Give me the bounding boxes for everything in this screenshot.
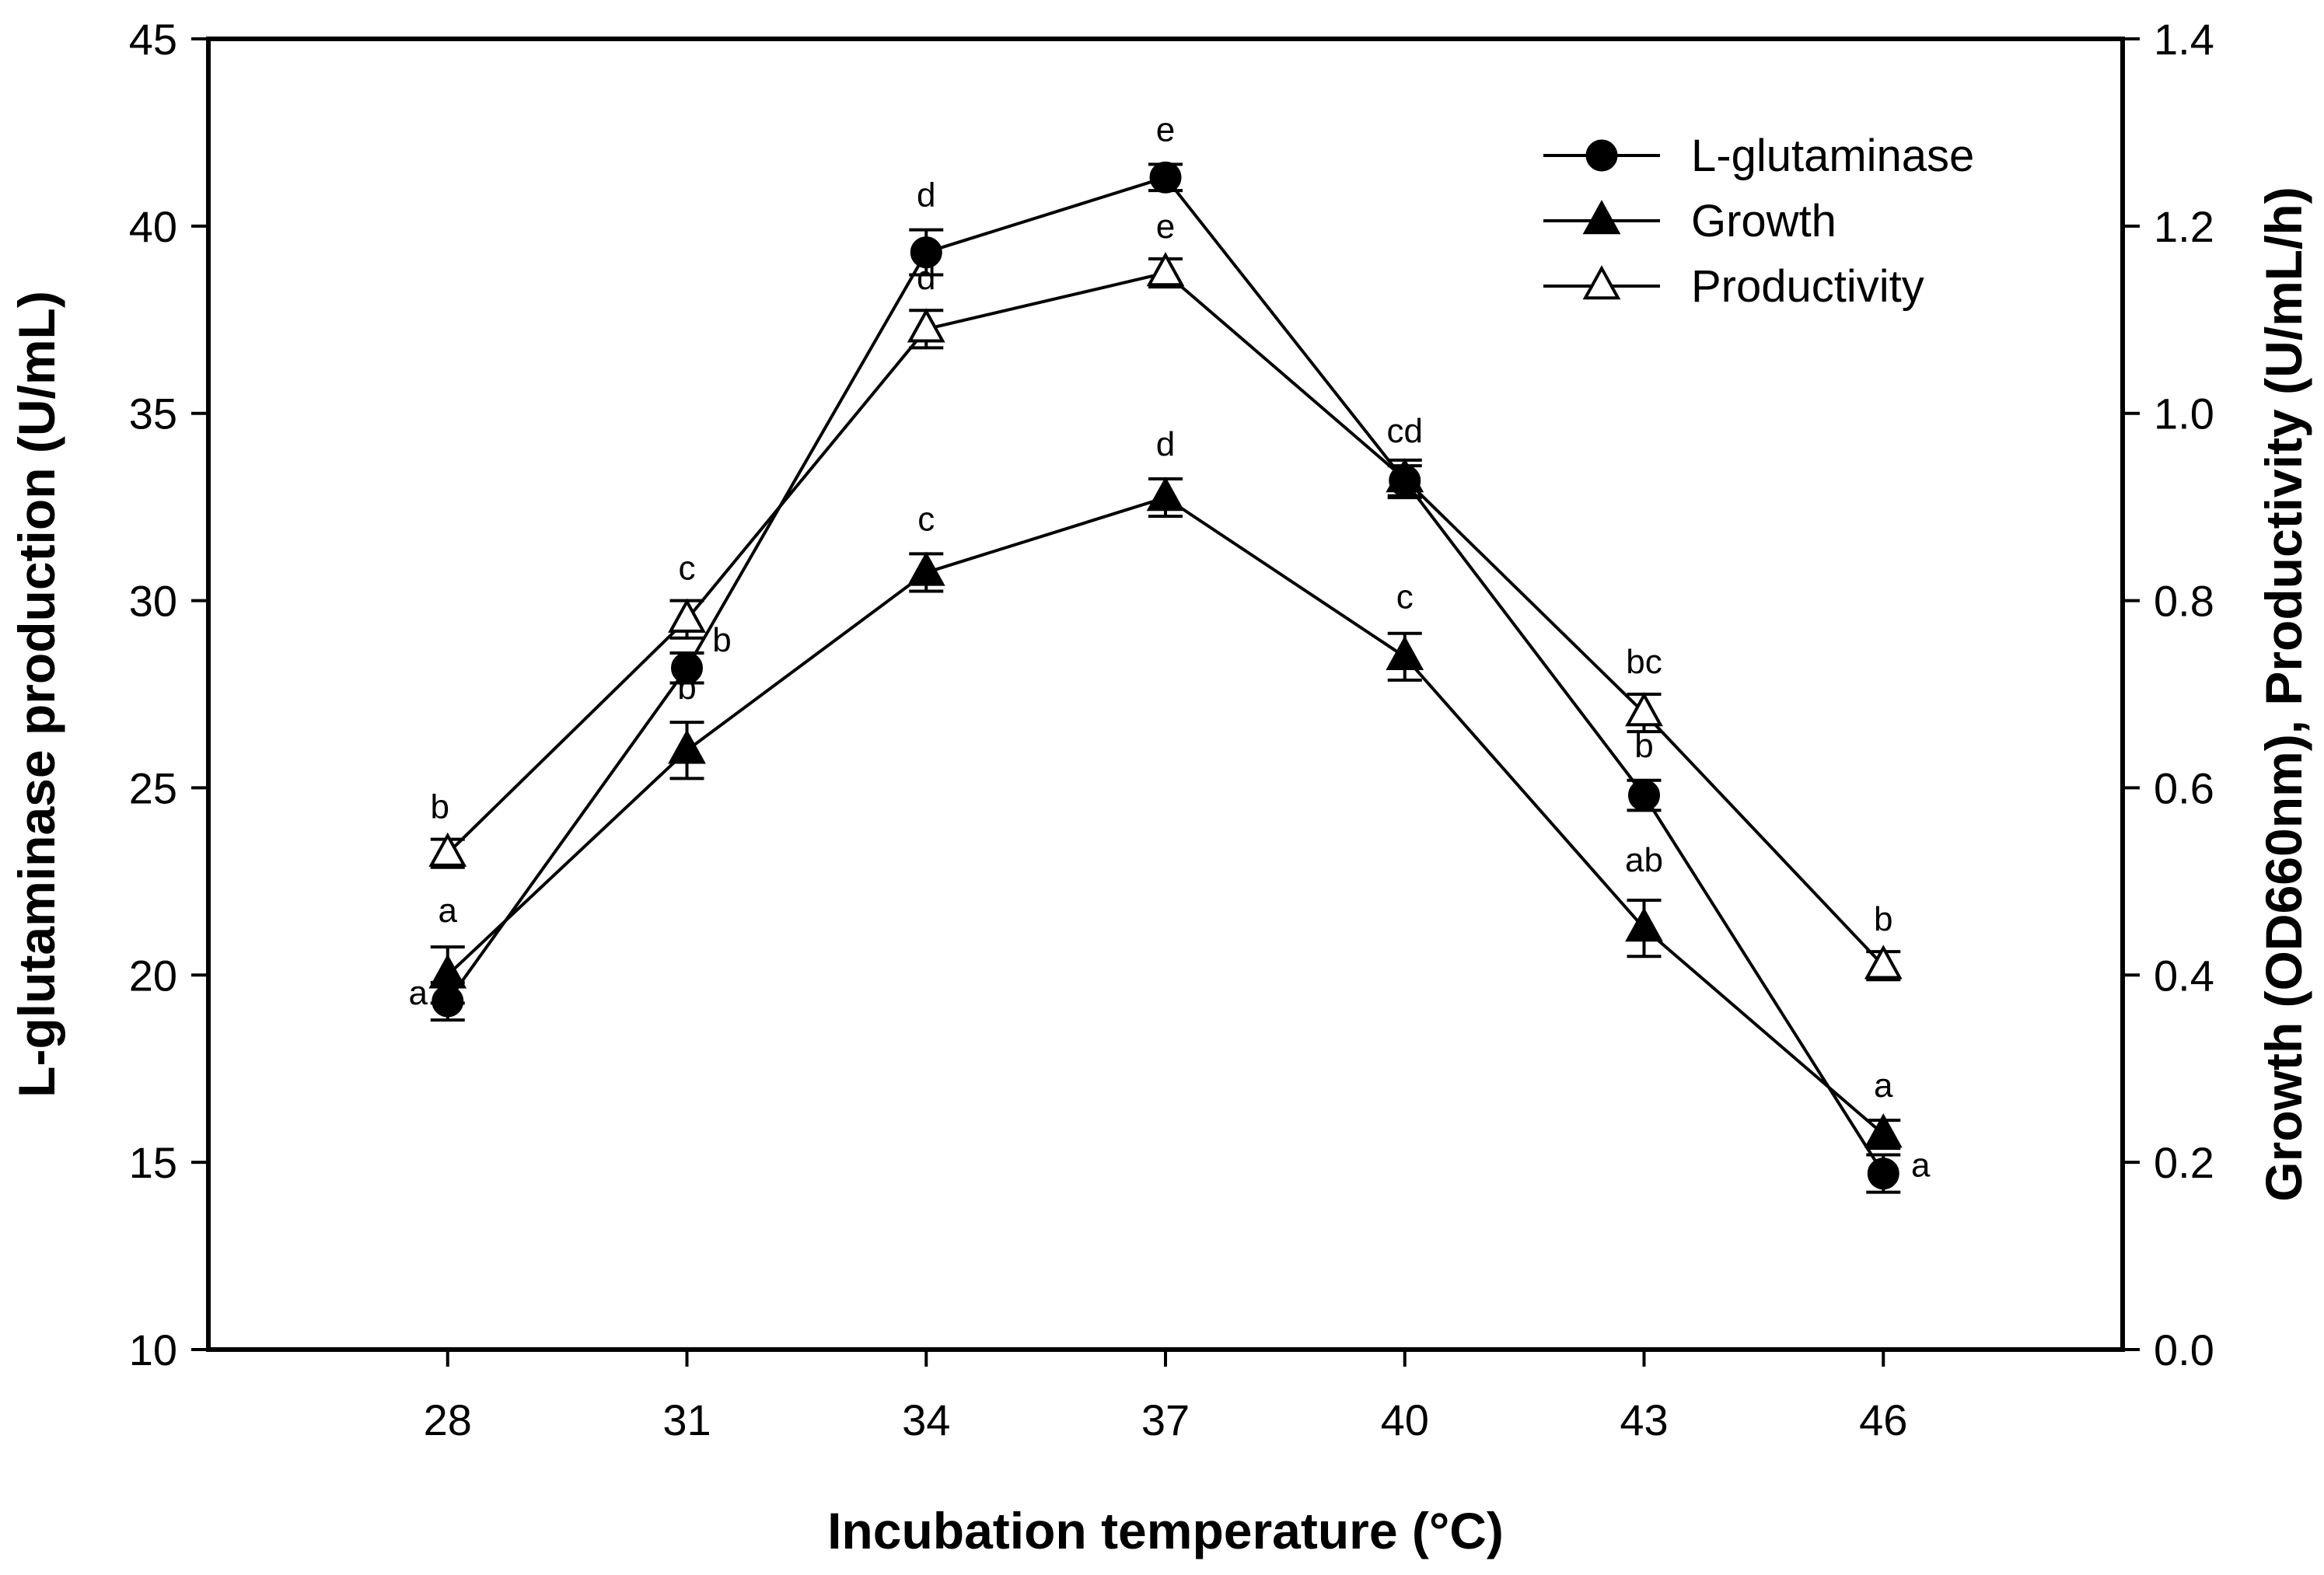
legend-item-growth: Growth [1543, 196, 1836, 246]
data-point [1386, 635, 1424, 671]
significance-label: d [917, 176, 935, 215]
data-point [1149, 161, 1182, 194]
legend-item-l-glutaminase: L-glutaminase [1543, 131, 1974, 181]
significance-label: a [1911, 1147, 1931, 1185]
legend-marker [1585, 139, 1618, 172]
y2-tick-label: 0.4 [2154, 951, 2214, 1000]
significance-label: d [1156, 425, 1175, 463]
significance-label: a [439, 892, 458, 930]
significance-label: e [1156, 208, 1175, 246]
data-point [1628, 779, 1660, 812]
legend-marker [1582, 265, 1621, 300]
significance-label: c [917, 500, 935, 538]
significance-label: a [1874, 1067, 1893, 1105]
x-tick-label: 28 [424, 1395, 472, 1444]
significance-label: b [431, 788, 449, 826]
y2-tick-label: 0.0 [2154, 1325, 2214, 1374]
significance-label: cd [1387, 412, 1423, 450]
significance-label: d [917, 259, 935, 297]
x-tick-label: 34 [902, 1395, 950, 1444]
data-point [1864, 945, 1903, 980]
y2-tick-label: 1.4 [2154, 15, 2214, 64]
data-point [1864, 1113, 1903, 1148]
series-line-growth [446, 495, 1885, 1136]
series-line-productivity [446, 271, 1885, 967]
legend-label: Growth [1691, 196, 1836, 246]
data-point [668, 729, 706, 764]
y-tick-label: 20 [129, 951, 177, 1000]
data-point [668, 598, 706, 633]
significance-label: bc [1626, 643, 1662, 681]
data-point [671, 651, 703, 684]
significance-label: e [1156, 110, 1175, 148]
significance-label: ab [1625, 841, 1663, 879]
data-point [1146, 477, 1185, 512]
data-point [1625, 907, 1663, 942]
significance-label: b [677, 669, 696, 707]
x-tick-label: 37 [1141, 1395, 1190, 1444]
y-tick-label: 40 [129, 202, 177, 251]
series-growth [428, 477, 1903, 1151]
data-point [907, 551, 945, 586]
series-l-glutaminase [430, 161, 1901, 1194]
data-point [428, 832, 467, 867]
x-axis-title: Incubation temperature (°C) [827, 1502, 1504, 1559]
y-tick-label: 30 [129, 577, 177, 626]
y2-tick-label: 0.8 [2154, 577, 2214, 626]
y2-tick-label: 1.2 [2154, 202, 2214, 251]
y-tick-label: 25 [129, 763, 177, 812]
data-point [907, 308, 945, 343]
y-axis-title: L-glutaminase production (U/mL) [8, 291, 65, 1098]
y-tick-label: 45 [129, 15, 177, 64]
series-line-l-glutaminase [446, 175, 1885, 1175]
legend-label: Productivity [1691, 261, 1924, 312]
significance-label: b [712, 621, 731, 659]
data-point [1867, 1158, 1899, 1190]
data-point [910, 236, 942, 269]
x-tick-label: 31 [662, 1395, 711, 1444]
data-point [1389, 464, 1421, 497]
y2-tick-label: 0.6 [2154, 763, 2214, 812]
y2-tick-label: 1.0 [2154, 389, 2214, 438]
legend-marker [1582, 200, 1621, 235]
data-point [432, 985, 464, 1018]
y2-tick-label: 0.2 [2154, 1138, 2214, 1187]
significance-label: b [1874, 900, 1892, 938]
x-tick-label: 46 [1859, 1395, 1907, 1444]
significance-label: b [1634, 727, 1653, 765]
data-point [1625, 692, 1663, 727]
y-tick-label: 35 [129, 389, 177, 438]
y-tick-label: 15 [129, 1138, 177, 1187]
legend-label: L-glutaminase [1691, 131, 1974, 181]
data-point [1146, 252, 1185, 287]
significance-label: a [409, 974, 428, 1012]
legend-item-productivity: Productivity [1543, 261, 1924, 312]
significance-label: c [679, 550, 696, 588]
y-tick-label: 10 [129, 1325, 177, 1374]
significance-label: c [1396, 578, 1414, 616]
series-productivity [428, 252, 1903, 982]
y2-axis-title: Growth (OD660nm), Productivity (U/mL/h) [2255, 187, 2312, 1201]
x-tick-label: 40 [1381, 1395, 1429, 1444]
x-tick-label: 43 [1620, 1395, 1668, 1444]
